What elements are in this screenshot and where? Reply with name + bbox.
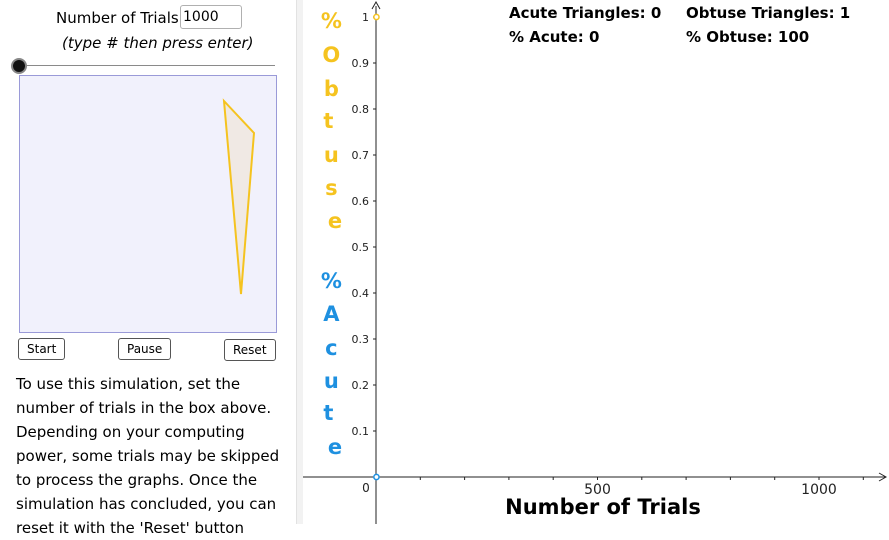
y-tick-label: 0.4	[352, 287, 370, 300]
trials-label: Number of Trials:	[56, 9, 184, 27]
triangle-canvas	[19, 75, 277, 333]
pause-button[interactable]: Pause	[118, 338, 172, 360]
y-tick-label: 0.1	[352, 425, 370, 438]
y-tick-label: 0.7	[352, 149, 370, 162]
ylabel-acute: % A c u t e	[321, 269, 349, 459]
acute-count: Acute Triangles: 0	[509, 4, 661, 22]
instructions-text: To use this simulation, set the number o…	[16, 375, 280, 537]
trials-hint: (type # then press enter)	[62, 34, 254, 52]
y-tick-label: 0.9	[352, 57, 370, 70]
slider-handle[interactable]	[11, 58, 27, 74]
slider-track[interactable]	[18, 65, 275, 66]
panel-divider[interactable]	[296, 0, 303, 524]
y-tick-label: 0.2	[352, 379, 370, 392]
reset-button[interactable]: Reset	[224, 339, 276, 361]
y-tick-label: 0.5	[352, 241, 370, 254]
x-tick-label: 1000	[801, 482, 837, 498]
y-axis-arrow	[371, 0, 381, 10]
data-points	[373, 13, 380, 481]
data-point	[373, 473, 380, 481]
pct-acute: % Acute: 0	[509, 28, 599, 46]
triangle-svg	[222, 98, 256, 295]
y-tick-label: 0.8	[352, 103, 370, 116]
data-point	[373, 13, 380, 21]
x-axis-arrow	[878, 472, 888, 482]
origin-label: 0	[362, 481, 370, 495]
y-tick-label: 0.3	[352, 333, 370, 346]
x-tick-label: 500	[584, 482, 611, 498]
results-graph: % O b t u s e % A c u t e 0.10.20.30.40.…	[303, 0, 888, 524]
left-panel: Number of Trials: (type # then press ent…	[0, 0, 296, 537]
y-tick-label: 1	[362, 11, 369, 24]
obtuse-count: Obtuse Triangles: 1	[686, 4, 850, 22]
xlabel: Number of Trials	[505, 495, 701, 519]
start-button[interactable]: Start	[18, 338, 66, 360]
ylabel-obtuse: % O b t u s e	[321, 9, 349, 233]
sample-triangle	[222, 98, 256, 295]
y-tick-group: 0.1 0.2 0.3 0.4 0.5 0.6 0.7 0.8 0.9 1	[352, 11, 376, 438]
pct-obtuse: % Obtuse: 100	[686, 28, 809, 46]
trials-input[interactable]	[180, 5, 242, 29]
y-tick-label: 0.6	[352, 195, 370, 208]
x-tick-group: 500 1000	[419, 477, 864, 498]
